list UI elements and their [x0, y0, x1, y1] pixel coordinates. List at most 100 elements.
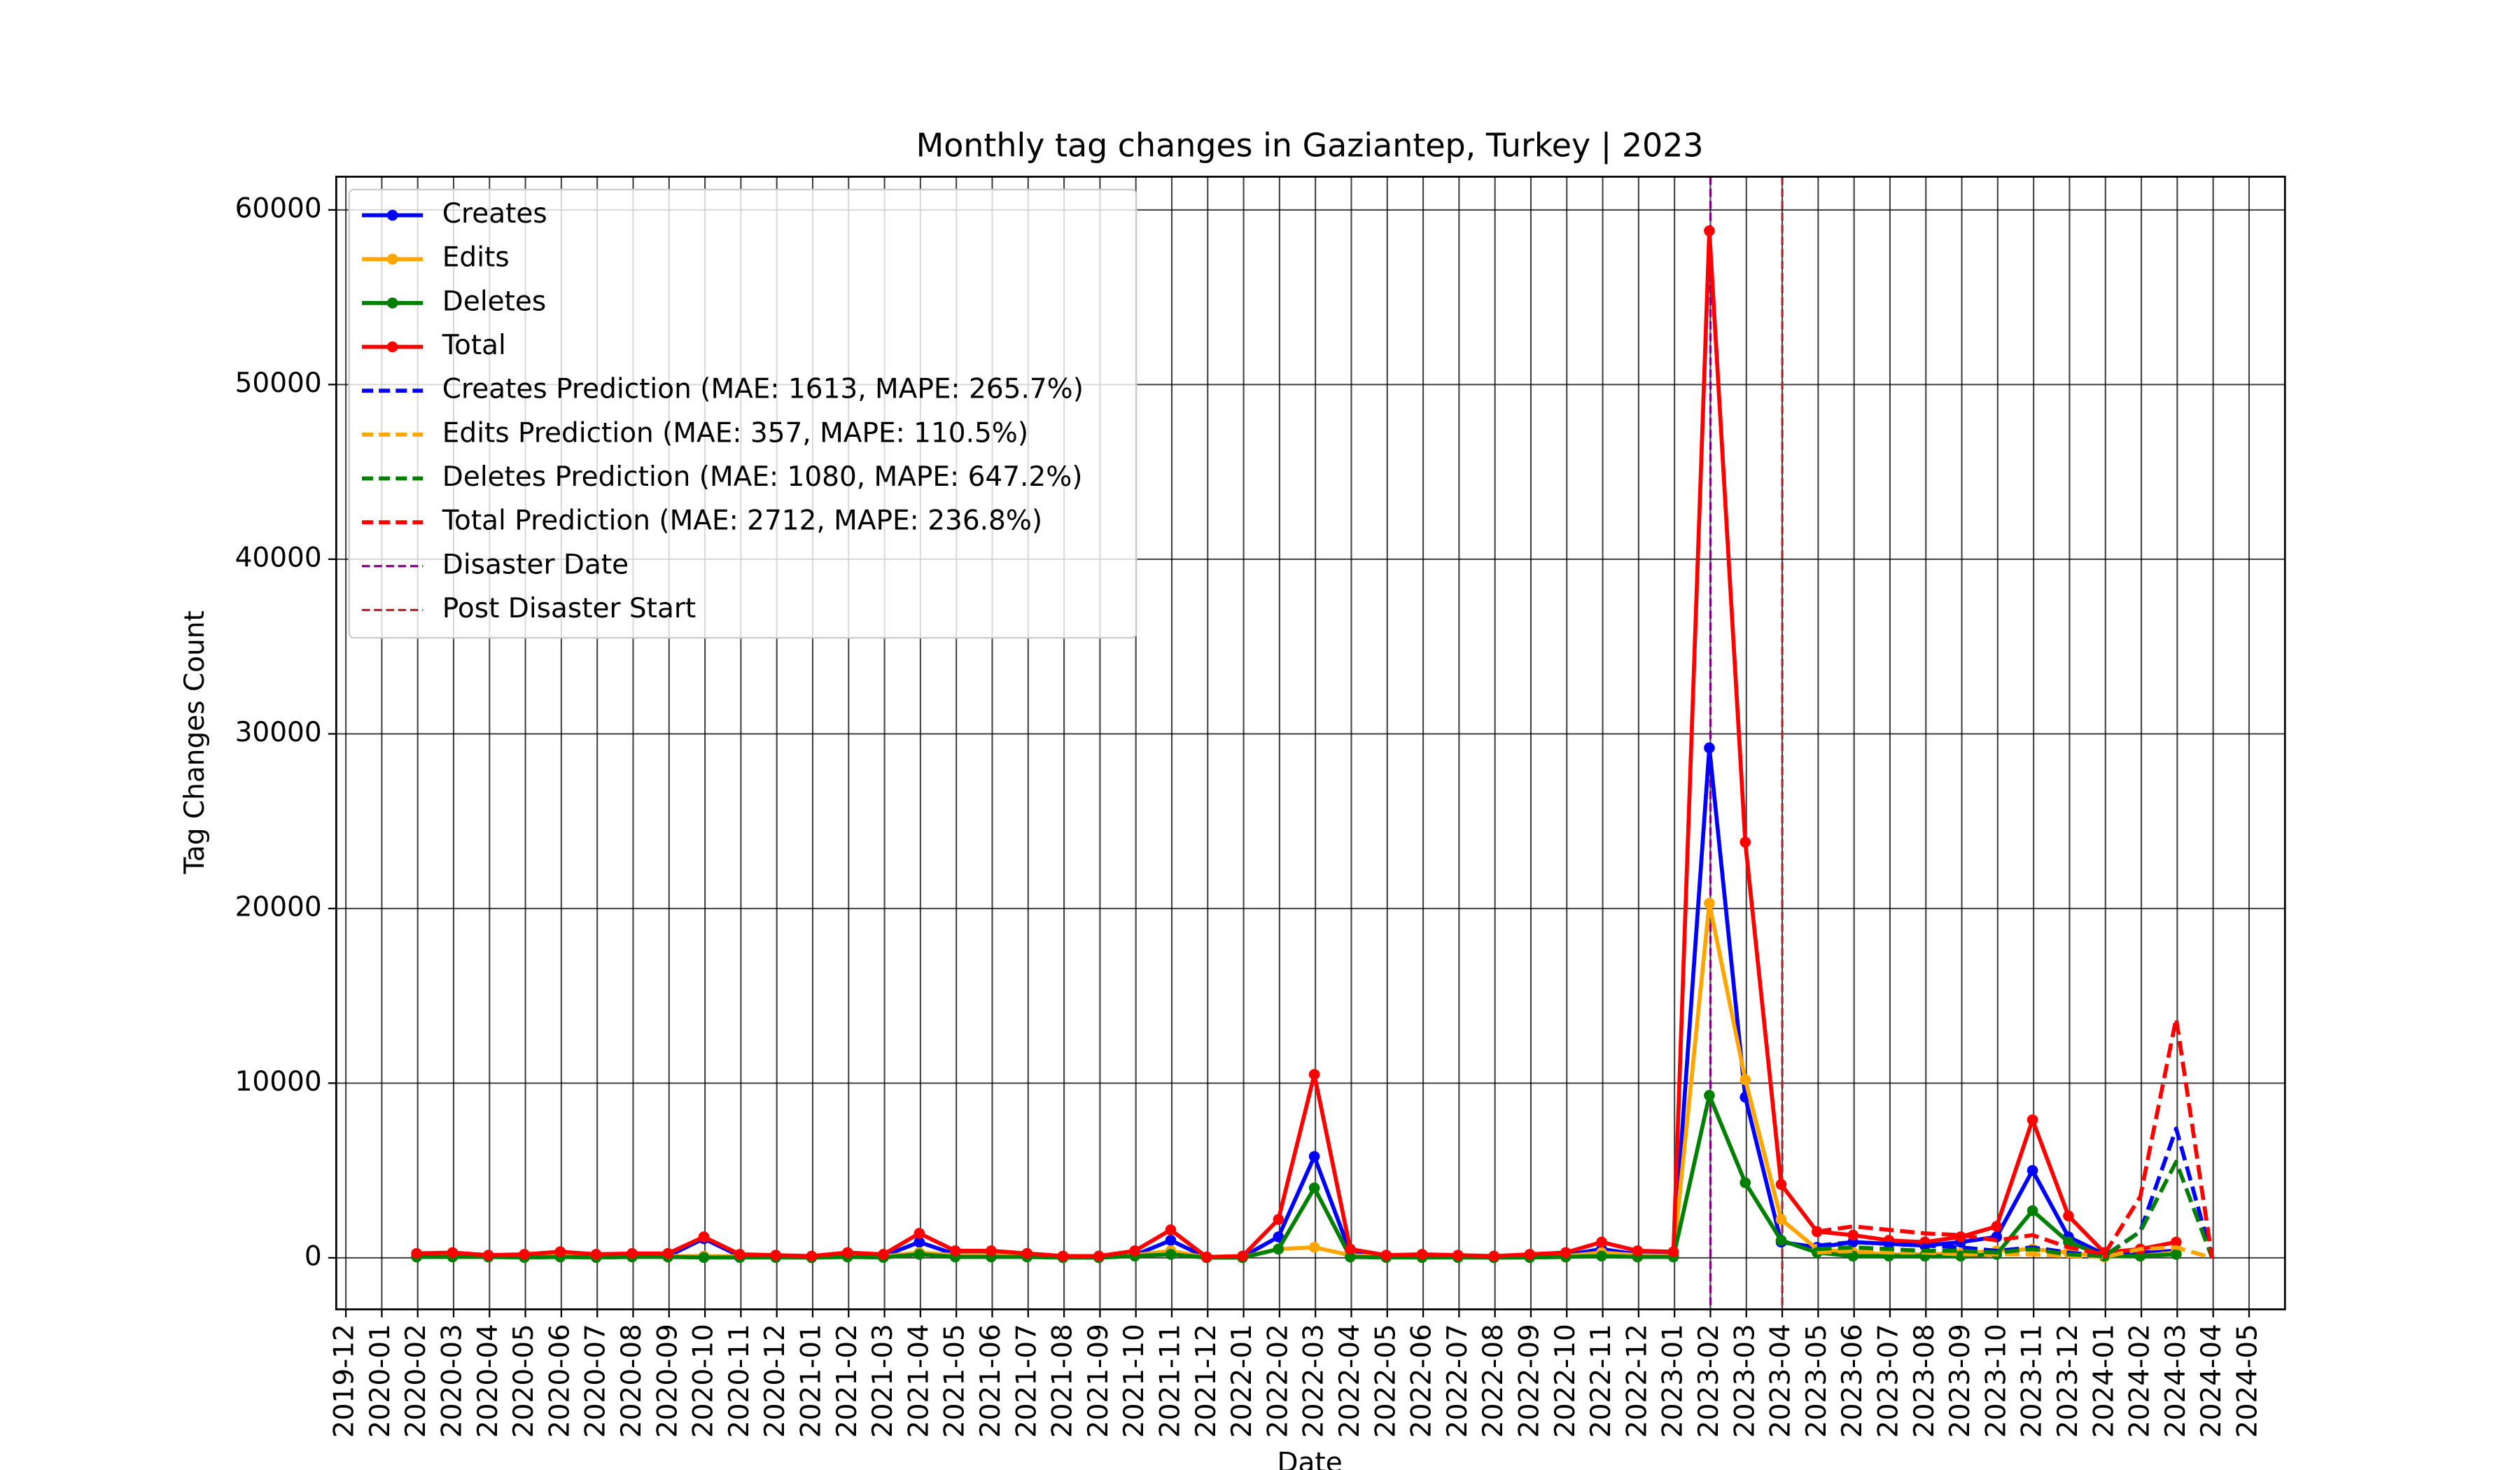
x-tick-label: 2023-01: [1658, 1324, 1689, 1438]
data-point: [1560, 1247, 1572, 1259]
x-tick-label: 2020-08: [616, 1324, 648, 1438]
x-tick-label: 2020-05: [508, 1324, 540, 1438]
data-point: [626, 1247, 638, 1259]
data-point: [1165, 1224, 1177, 1236]
x-axis-label: Date: [1278, 1447, 1343, 1470]
data-point: [2026, 1205, 2038, 1217]
data-point: [1129, 1245, 1140, 1256]
data-point: [949, 1245, 961, 1256]
data-point: [1775, 1235, 1787, 1246]
x-tick-label: 2020-12: [760, 1324, 791, 1438]
y-tick-label: 50000: [235, 368, 322, 399]
data-point: [1847, 1250, 1858, 1262]
x-tick-label: 2021-01: [795, 1324, 827, 1438]
x-tick-label: 2023-02: [1693, 1324, 1725, 1438]
legend: Creates Edits Deletes Total Creates Predicti…: [348, 188, 1138, 639]
x-tick-label: 2021-08: [1047, 1324, 1079, 1438]
data-point: [554, 1246, 566, 1257]
x-tick-label: 2020-11: [724, 1324, 755, 1438]
data-point: [1775, 1179, 1787, 1190]
data-point: [1165, 1249, 1177, 1260]
legend-box: [348, 188, 1138, 639]
legend-label: Creates Prediction (MAE: 1613, MAPE: 265…: [442, 374, 1084, 405]
chart-title: Monthly tag changes in Gaziantep, Turkey…: [916, 127, 1704, 165]
data-point: [1847, 1229, 1858, 1241]
data-point: [1740, 836, 1751, 848]
data-point: [734, 1249, 746, 1260]
legend-label: Post Disaster Start: [442, 593, 696, 624]
data-point: [1812, 1226, 1823, 1238]
data-point: [1488, 1250, 1499, 1262]
legend-label: Disaster Date: [442, 549, 629, 580]
data-point: [662, 1247, 674, 1259]
legend-label: Deletes Prediction (MAE: 1080, MAPE: 647…: [442, 461, 1083, 493]
legend-label: Deletes: [442, 286, 546, 317]
x-tick-label: 2022-03: [1298, 1324, 1330, 1438]
x-tick-label: 2020-04: [472, 1324, 504, 1438]
data-point: [1704, 225, 1715, 237]
x-tick-label: 2021-06: [975, 1324, 1007, 1438]
y-tick-label: 10000: [235, 1066, 322, 1098]
legend-marker: [386, 209, 398, 221]
data-point: [1380, 1250, 1392, 1261]
data-point: [1308, 1069, 1320, 1080]
data-point: [986, 1245, 997, 1256]
x-tick-label: 2022-05: [1370, 1324, 1401, 1438]
x-tick-label: 2022-04: [1334, 1324, 1366, 1438]
data-point: [1200, 1251, 1212, 1263]
x-tick-label: 2024-02: [2124, 1324, 2156, 1438]
data-point: [1057, 1250, 1069, 1262]
x-tick-label: 2021-02: [832, 1324, 863, 1438]
data-point: [1273, 1231, 1284, 1242]
data-point: [2171, 1249, 2182, 1260]
data-point: [519, 1249, 530, 1260]
data-point: [698, 1252, 710, 1264]
data-point: [1704, 897, 1715, 909]
x-tick-label: 2023-12: [2052, 1324, 2084, 1438]
x-tick-label: 2022-11: [1586, 1324, 1617, 1438]
data-point: [2026, 1114, 2038, 1126]
legend-marker: [386, 298, 398, 309]
data-point: [1273, 1243, 1284, 1255]
x-tick-label: 2020-10: [688, 1324, 720, 1438]
x-tick-label: 2020-03: [436, 1324, 468, 1438]
legend-label: Total Prediction (MAE: 2712, MAPE: 236.8…: [442, 505, 1042, 537]
x-tick-label: 2023-10: [1980, 1324, 2012, 1438]
data-point: [1740, 1177, 1751, 1189]
data-point: [1308, 1151, 1320, 1162]
x-tick-label: 2021-05: [939, 1324, 971, 1438]
x-tick-label: 2024-01: [2088, 1324, 2120, 1438]
x-tick-label: 2023-03: [1729, 1324, 1760, 1438]
data-point: [1596, 1236, 1607, 1248]
series-line: [1816, 1245, 2213, 1260]
data-point: [2026, 1165, 2038, 1176]
series-line: [416, 1093, 2176, 1260]
data-point: [411, 1247, 422, 1259]
x-tick-label: 2022-06: [1406, 1324, 1438, 1438]
x-tick-label: 2020-07: [580, 1324, 612, 1438]
data-point: [1021, 1247, 1033, 1259]
data-point: [447, 1247, 458, 1259]
data-point: [1740, 1074, 1751, 1086]
y-tick-label: 30000: [235, 717, 322, 748]
x-tick-label: 2022-10: [1550, 1324, 1581, 1438]
x-tick-label: 2019-12: [329, 1324, 360, 1438]
data-point: [878, 1249, 889, 1260]
x-tick-label: 2024-05: [2232, 1324, 2263, 1438]
data-point: [1416, 1249, 1428, 1260]
data-point: [1775, 1214, 1787, 1225]
x-tick-label: 2023-06: [1837, 1324, 1868, 1438]
x-tick-label: 2023-09: [1945, 1324, 1976, 1438]
x-tick-label: 2022-09: [1513, 1324, 1545, 1438]
y-axis-label: Tag Changes Count: [179, 610, 211, 874]
data-point: [1632, 1245, 1644, 1256]
data-point: [1524, 1249, 1536, 1260]
x-tick-label: 2020-01: [365, 1324, 396, 1438]
x-tick-label: 2024-04: [2196, 1324, 2227, 1438]
series-line: [1816, 1016, 2214, 1259]
x-tick-label: 2023-11: [2017, 1324, 2048, 1438]
data-point: [1093, 1250, 1105, 1262]
x-tick-label: 2021-04: [903, 1324, 934, 1438]
